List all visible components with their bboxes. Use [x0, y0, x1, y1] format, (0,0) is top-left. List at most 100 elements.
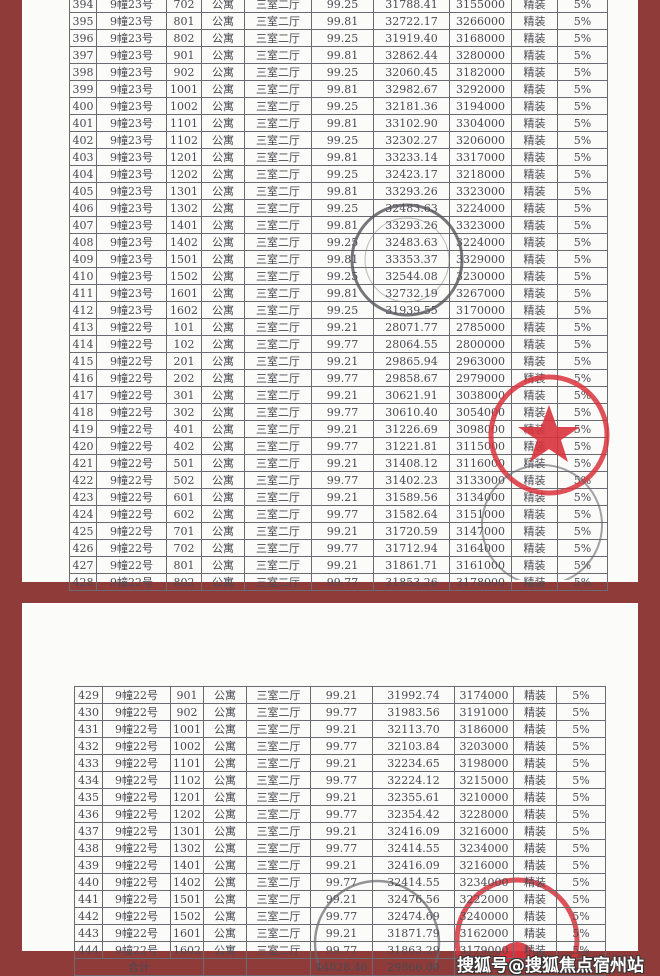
cell-total-price: 3147000	[449, 522, 512, 540]
cell-unit: 802	[166, 29, 202, 47]
cell-layout: 三室二厅	[244, 182, 312, 200]
cell-total-price: 3174000	[454, 686, 514, 704]
cell-total-price: 2963000	[449, 352, 512, 370]
cell-row-number: 434	[74, 771, 103, 789]
cell-decoration: 精装	[513, 907, 557, 925]
table-row: 433 9幢22号 1101 公寓 三室二厅 99.21 32234.65 3198000 精装…	[74, 754, 606, 772]
cell-total-price: 3038000	[449, 386, 512, 404]
cell-row-number: 408	[69, 233, 97, 251]
cell-building: 9幢23号	[96, 250, 167, 268]
cell-row-number: 423	[69, 488, 97, 506]
table-row: 411 9幢23号 1601 公寓 三室二厅 99.81 32732.19 3267000 精装…	[69, 284, 608, 302]
cell-total-price: 3329000	[449, 250, 512, 268]
cell-row-number: 436	[74, 805, 103, 823]
cell-unit-price: 32982.67	[373, 80, 450, 98]
cell-layout: 三室二厅	[244, 505, 312, 523]
cell-unit: 1201	[166, 148, 202, 166]
cell-building: 9幢22号	[102, 822, 171, 840]
cell-layout: 三室二厅	[244, 46, 312, 64]
cell-building: 9幢22号	[102, 873, 171, 891]
cell-layout: 三室二厅	[244, 199, 312, 217]
cell-layout: 三室二厅	[246, 720, 311, 738]
cell-layout: 三室二厅	[246, 873, 311, 891]
cell-building: 9幢23号	[96, 267, 167, 285]
cell-area: 99.77	[310, 873, 373, 891]
cell-usage: 公寓	[203, 941, 247, 959]
cell-unit: 501	[166, 454, 202, 472]
cell-unit: 1502	[166, 267, 202, 285]
cell-building: 9幢22号	[96, 420, 167, 438]
cell-decoration: 精装	[513, 737, 557, 755]
cell-total-price: 3323000	[449, 182, 512, 200]
cell-unit-price: 28064.55	[373, 335, 450, 353]
cell-row-number: 420	[69, 437, 97, 455]
cell-total-price: 2785000	[449, 318, 512, 336]
cell-layout: 三室二厅	[244, 437, 312, 455]
cell-usage: 公寓	[201, 12, 245, 30]
cell-layout: 三室二厅	[244, 148, 312, 166]
cell-unit: 1302	[170, 839, 204, 857]
cell-usage: 公寓	[203, 686, 247, 704]
cell-building: 9幢23号	[96, 131, 167, 149]
cell-building: 9幢22号	[102, 788, 171, 806]
cell-row-number: 403	[69, 148, 97, 166]
cell-area: 99.81	[311, 284, 374, 302]
cell-unit-price: 31983.56	[372, 703, 455, 721]
cell-row-number: 409	[69, 250, 97, 268]
cell-decoration: 精装	[511, 403, 558, 421]
cell-row-number: 394	[69, 0, 97, 13]
cell-area: 99.77	[311, 573, 374, 591]
cell-total-price: 3161000	[449, 556, 512, 574]
cell-unit-price: 32416.09	[372, 856, 455, 874]
cell-decoration: 精装	[511, 165, 558, 183]
cell-area: 99.77	[311, 335, 374, 353]
cell-unit-price: 31408.12	[373, 454, 450, 472]
cell-area: 99.77	[310, 941, 373, 959]
cell-decoration: 精装	[511, 182, 558, 200]
cell-row-number: 417	[69, 386, 97, 404]
cell-building: 9幢23号	[96, 46, 167, 64]
cell-area: 99.25	[311, 97, 374, 115]
cell-unit: 1002	[166, 97, 202, 115]
table-row: 415 9幢22号 201 公寓 三室二厅 99.21 29865.94 2963000 精装 5…	[69, 352, 608, 370]
cell-decoration: 精装	[511, 318, 558, 336]
cell-area: 99.21	[311, 522, 374, 540]
cell-area: 99.21	[310, 822, 373, 840]
cell-layout: 三室二厅	[244, 29, 312, 47]
cell-unit: 302	[166, 403, 202, 421]
cell-row-number: 424	[69, 505, 97, 523]
cell-building: 9幢23号	[96, 29, 167, 47]
table-row: 398 9幢23号 902 公寓 三室二厅 99.25 32060.45 3182000 精装 5…	[69, 63, 608, 81]
cell-ratio: 5%	[557, 318, 608, 336]
cell-usage: 公寓	[201, 114, 245, 132]
cell-area: 99.77	[311, 505, 374, 523]
cell-layout: 三室二厅	[244, 318, 312, 336]
cell-total-price: 2979000	[449, 369, 512, 387]
cell-area: 99.21	[310, 754, 373, 772]
cell-total-price: 3216000	[454, 822, 514, 840]
cell-usage: 公寓	[201, 63, 245, 81]
table-row: 435 9幢22号 1201 公寓 三室二厅 99.21 32355.61 3210000 精装…	[74, 788, 606, 806]
cell-layout: 三室二厅	[244, 335, 312, 353]
cell-total-price: 3133000	[449, 471, 512, 489]
cell-area: 99.25	[311, 233, 374, 251]
cell-decoration: 精装	[511, 267, 558, 285]
table-row: 395 9幢23号 801 公寓 三室二厅 99.81 32722.17 3266000 精装 5…	[69, 12, 608, 30]
cell-ratio: 5%	[557, 522, 608, 540]
cell-decoration: 精装	[513, 754, 557, 772]
cell-row-number: 398	[69, 63, 97, 81]
cell-decoration: 精装	[511, 233, 558, 251]
cell-unit-price: 28071.77	[373, 318, 450, 336]
cell-unit-price: 32234.65	[372, 754, 455, 772]
cell-building: 9幢22号	[96, 471, 167, 489]
table-row: 403 9幢23号 1201 公寓 三室二厅 99.81 33233.14 3317000 精装…	[69, 148, 608, 166]
cell-ratio: 5%	[557, 199, 608, 217]
cell-unit: 701	[166, 522, 202, 540]
cell-ratio: 5%	[556, 805, 606, 823]
cell-row-number: 401	[69, 114, 97, 132]
cell-ratio: 5%	[556, 771, 606, 789]
cell-unit-price: 32474.69	[372, 907, 455, 925]
cell-decoration: 精装	[511, 80, 558, 98]
cell-unit-price: 32414.55	[372, 839, 455, 857]
cell-unit-price: 32862.44	[373, 46, 450, 64]
